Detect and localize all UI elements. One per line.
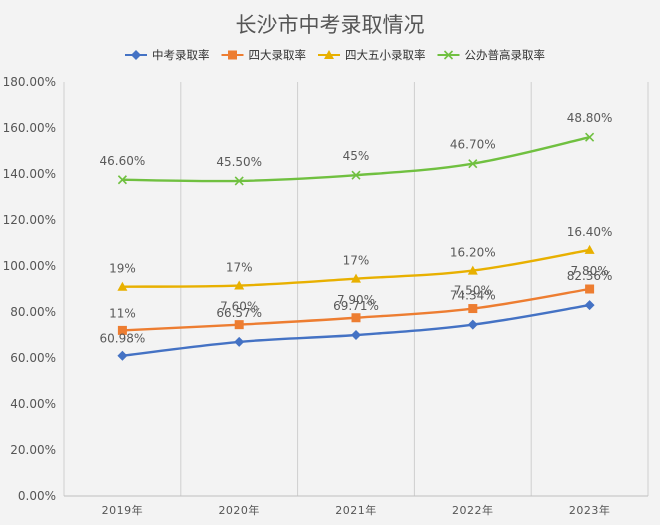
data-label-s2-p3: 16.20%	[450, 246, 496, 260]
data-label-s0-p0: 60.98%	[100, 332, 146, 346]
legend-item-3: 公办普高录取率	[437, 48, 546, 62]
series-0-point-1	[234, 336, 245, 347]
data-label-s1-p2: 7.90%	[337, 293, 375, 307]
x-tick-label: 2020年	[218, 503, 260, 517]
series-0-point-0	[117, 350, 128, 361]
series-3-point-0	[117, 175, 127, 185]
data-label-s3-p0: 46.60%	[100, 154, 146, 168]
x-tick-label: 2019年	[102, 503, 144, 517]
data-label-s2-p0: 19%	[109, 262, 136, 276]
data-label-s3-p1: 45.50%	[216, 155, 262, 169]
legend-marker	[131, 50, 141, 60]
y-tick-label: 20.00%	[10, 443, 56, 457]
x-tick-label: 2021年	[335, 503, 377, 517]
data-label-s1-p1: 7.60%	[220, 300, 258, 314]
y-tick-label: 140.00%	[3, 167, 56, 181]
data-label-s1-p0: 11%	[109, 306, 136, 320]
data-label-s0-p2: 69.71%	[333, 299, 379, 313]
y-tick-label: 180.00%	[3, 75, 56, 89]
marker-stroke	[468, 159, 478, 169]
data-label-s0-p4: 82.36%	[567, 269, 613, 283]
data-label-s1-p4: 7.80%	[571, 264, 609, 278]
series-2-point-1	[234, 280, 245, 290]
legend: 中考录取率 四大录取率 四大五小录取率 公办普高录取率	[125, 48, 545, 62]
y-tick-label: 80.00%	[10, 305, 56, 319]
series-3-point-1	[234, 176, 244, 186]
series-1-point-0	[117, 325, 127, 335]
data-label-s2-p1: 17%	[226, 261, 253, 275]
data-label-s3-p2: 45%	[343, 149, 370, 163]
y-tick-label: 100.00%	[3, 259, 56, 273]
marker-stroke	[351, 170, 361, 180]
legend-marker	[324, 50, 334, 59]
legend-item-0: 中考录取率	[125, 48, 210, 62]
series-3-point-3	[468, 159, 478, 169]
marker-stroke	[585, 132, 595, 142]
series-3-point-2	[351, 170, 361, 180]
data-label-s2-p2: 17%	[343, 254, 370, 268]
y-axis: 0.00% 20.00% 40.00% 60.00% 80.00% 100.00% 120.…	[3, 75, 56, 503]
series-1-point-2	[351, 313, 361, 323]
series-0-point-4	[584, 300, 595, 311]
marker-stroke	[234, 176, 244, 186]
x-tick-label: 2023年	[569, 503, 611, 517]
series-3-point-4	[585, 132, 595, 142]
data-label-s0-p1: 66.57%	[216, 306, 262, 320]
data-labels: 60.98% 66.57% 69.71% 74.34% 82.36% 11% 7.60% 7.…	[100, 111, 613, 346]
data-label-s1-p3: 7.50%	[454, 284, 492, 298]
y-tick-label: 120.00%	[3, 213, 56, 227]
series-2-point-0	[117, 281, 128, 291]
y-tick-label: 0.00%	[18, 489, 56, 503]
legend-label: 四大五小录取率	[345, 48, 426, 62]
legend-item-1: 四大录取率	[221, 48, 307, 62]
legend-label: 中考录取率	[152, 48, 210, 62]
y-tick-label: 160.00%	[3, 121, 56, 135]
legend-marker	[443, 50, 454, 60]
data-label-s2-p4: 16.40%	[567, 225, 613, 239]
x-tick-label: 2022年	[452, 503, 494, 517]
marker-stroke	[443, 50, 454, 60]
y-tick-label: 40.00%	[10, 397, 56, 411]
series-0-point-3	[467, 319, 478, 330]
legend-marker	[228, 50, 237, 60]
chart-title: 长沙市中考录取情况	[236, 13, 425, 37]
data-label-s0-p3: 74.34%	[450, 289, 496, 303]
legend-item-2: 四大五小录取率	[318, 48, 426, 62]
data-label-s3-p4: 48.80%	[567, 111, 613, 125]
series-2-point-3	[467, 265, 478, 275]
series-1-point-4	[585, 284, 595, 294]
series-lines	[117, 132, 595, 361]
series-2-point-2	[351, 273, 361, 283]
series-0-point-2	[351, 330, 361, 340]
x-axis: 2019年 2020年 2021年 2022年 2023年	[102, 503, 611, 517]
data-label-s3-p3: 46.70%	[450, 138, 496, 152]
y-tick-label: 60.00%	[10, 351, 56, 365]
legend-label: 四大录取率	[249, 48, 307, 62]
legend-label: 公办普高录取率	[465, 48, 546, 62]
series-1-point-1	[234, 320, 244, 330]
marker-stroke	[117, 175, 127, 185]
series-2-point-4	[584, 244, 595, 254]
series-1-point-3	[468, 304, 478, 314]
